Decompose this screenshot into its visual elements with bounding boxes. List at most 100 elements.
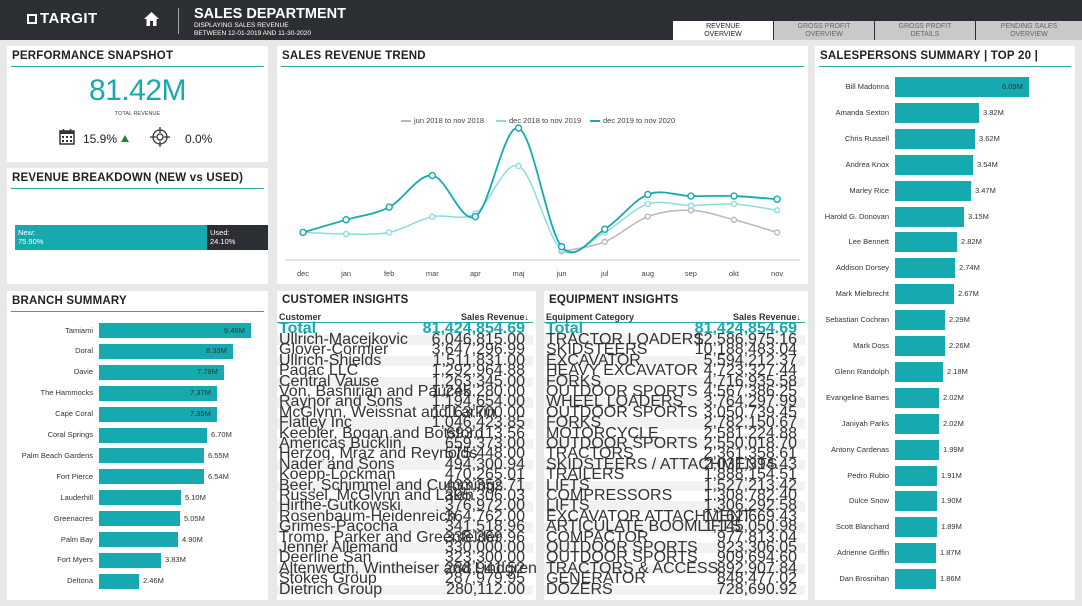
table-row[interactable]: Nader and Sons 494,300.94 — [277, 456, 533, 473]
brand-logo[interactable]: TARGIT — [27, 10, 98, 27]
table-row[interactable]: Raynor and Sons 1,194,654.00 — [277, 394, 533, 410]
table-row[interactable]: Keebler, Boqan and Botsford 693,113.56 — [277, 425, 533, 442]
branch-bar[interactable] — [99, 427, 207, 443]
table-row[interactable]: Beer, Schimmel and Cummings 433,352.71 — [277, 477, 533, 493]
salesperson-bar[interactable] — [895, 128, 975, 149]
table-row[interactable]: TRACTOR LOADERS 12,586,975.16 — [544, 331, 805, 348]
table-row[interactable]: Deerline San 323,300.00 — [277, 550, 533, 567]
series-line-0[interactable] — [561, 209, 778, 253]
branch-bar[interactable] — [99, 323, 251, 338]
tab-gross-profit-overview[interactable]: GROSS PROFIT OVERVIEW — [774, 21, 874, 40]
branch-bar[interactable] — [99, 448, 204, 464]
data-point[interactable] — [687, 202, 695, 209]
table-row[interactable]: Jenner Allemand 330,000.00 — [277, 539, 533, 556]
salesperson-bar[interactable] — [895, 465, 937, 486]
branch-bar[interactable] — [99, 406, 217, 422]
total-revenue-value[interactable]: 81.42M — [88, 74, 187, 107]
table-row[interactable]: MOTORCYCLE 2,581,224.88 — [544, 425, 805, 442]
salesperson-bar[interactable] — [895, 387, 939, 408]
table-row[interactable]: OUTDOOR SPORTS 909,694.60 — [544, 550, 805, 567]
table-row[interactable]: EXCAVATOR ATTACHMENT 1,162,669.43 — [544, 508, 805, 525]
table-row[interactable]: SKIDSTEERS 10,188,483.04 — [544, 342, 805, 359]
table-row[interactable]: Paqac LLC 1,292,964.88 — [277, 362, 533, 379]
table-row[interactable]: Dietrich Group 280,112.00 — [277, 581, 533, 597]
table-row[interactable]: TRAILERS 1,888,154.51 — [544, 466, 805, 483]
table-row[interactable]: TRACTORS & ACCESS. 892,907.84 — [544, 560, 805, 577]
table-row[interactable]: McGlynn, Weissnat and Larkin 1,163,700.00 — [277, 404, 533, 421]
data-point[interactable] — [644, 213, 651, 220]
table-row[interactable]: FORKS 4,716,935.58 — [544, 373, 805, 389]
table-row[interactable]: OUTDOOR SPORTS 2,550,018.70 — [544, 435, 805, 452]
table-row[interactable]: Glover-Cormier 3,647,296.99 — [277, 342, 533, 359]
table-row[interactable]: DOZERS 728,690.92 — [544, 581, 805, 597]
data-point[interactable] — [514, 124, 523, 132]
table-row[interactable]: Flatley Inc 1,046,423.85 — [277, 414, 533, 431]
table-row[interactable]: OUTDOOR SPORTS 3,050,739.45 — [544, 404, 805, 421]
data-point[interactable] — [428, 171, 437, 180]
data-point[interactable] — [385, 229, 393, 236]
salesperson-bar[interactable] — [895, 77, 1029, 97]
legend-item-2018[interactable]: jun 2018 to nov 2018 — [401, 116, 484, 125]
table-row[interactable]: SKIDSTEERS / ATTACHMENTS 2,031,394.43 — [544, 456, 805, 473]
table-row[interactable]: LIFTS 1,527,213.42 — [544, 477, 805, 493]
data-point[interactable] — [429, 213, 436, 220]
table-row[interactable]: GENERATOR 848,477.02 — [544, 570, 805, 587]
table-row[interactable]: Russel, McGlynn and Lakin 395,306.03 — [277, 487, 533, 504]
column-header[interactable]: Equipment Category — [546, 312, 635, 322]
table-row[interactable]: Americas Bucklin 659,373.00 — [277, 435, 533, 452]
table-row[interactable]: FORKS 2,782,150.67 — [544, 414, 805, 431]
salesperson-bar[interactable] — [895, 543, 936, 564]
salesperson-bar[interactable] — [895, 439, 939, 460]
salesperson-bar[interactable] — [895, 310, 945, 331]
legend-item-2019[interactable]: dec 2018 to nov 2019 — [496, 116, 581, 125]
data-point[interactable] — [644, 190, 652, 199]
table-row[interactable]: Stokes Group 287,979.95 — [277, 570, 533, 587]
tab-revenue-overview[interactable]: REVENUE OVERVIEW — [673, 21, 773, 40]
data-point[interactable] — [299, 228, 307, 237]
table-row[interactable]: COMPRESSORS 1,308,782.40 — [544, 487, 805, 504]
data-point[interactable] — [730, 200, 738, 208]
new-share-bar[interactable]: New: 75.90% — [15, 225, 207, 250]
column-header-sorted[interactable]: Sales Revenue↓ — [732, 312, 801, 322]
table-row[interactable]: Rosenbaum-Heidenreich 364,762.00 — [277, 508, 533, 525]
table-row[interactable]: Ullrich-Macejkovic 6,046,815.00 — [277, 331, 533, 348]
table-row[interactable]: WHEEL LOADERS 3,764,297.99 — [544, 394, 805, 410]
table-row[interactable]: Ullrich-Shields 1,511,831.00 — [277, 352, 533, 369]
table-row[interactable]: Herzog, Mraz and Reynolds 575,448.00 — [277, 446, 533, 463]
tab-gross-profit-details[interactable]: GROSS PROFIT DETAILS — [875, 21, 975, 40]
table-row[interactable]: Von, Bashirian and Paucek 1,245,280.00 — [277, 383, 533, 400]
series-line-1[interactable] — [302, 165, 778, 254]
salesperson-bar[interactable] — [895, 206, 964, 227]
tab-pending-sales-overview[interactable]: PENDING SALES OVERVIEW — [976, 21, 1082, 40]
salesperson-bar[interactable] — [895, 569, 936, 590]
table-row[interactable]: TRACTORS 2,361,358.61 — [544, 446, 805, 463]
data-point[interactable] — [601, 225, 609, 233]
data-point[interactable] — [557, 242, 566, 251]
table-row[interactable]: Hirthe-Gutkowski 376,972.00 — [277, 498, 533, 514]
branch-bar[interactable] — [99, 364, 224, 380]
data-point[interactable] — [601, 238, 608, 246]
data-point[interactable] — [773, 195, 781, 203]
table-row[interactable]: LIFTS 1,306,292.58 — [544, 498, 805, 514]
salesperson-bar[interactable] — [895, 180, 971, 201]
branch-bar[interactable] — [99, 573, 139, 589]
salesperson-bar[interactable] — [895, 361, 943, 382]
home-icon[interactable] — [143, 11, 160, 27]
salesperson-bar[interactable] — [895, 258, 955, 279]
salesperson-bar[interactable] — [895, 517, 937, 538]
data-point[interactable] — [515, 162, 522, 170]
legend-item-2020[interactable]: dec 2019 to nov 2020 — [590, 116, 675, 125]
table-row[interactable]: Central Vause 1,263,345.00 — [277, 373, 533, 389]
data-point[interactable] — [342, 216, 350, 224]
table-row[interactable]: Grimes-Pacocha 341,518.96 — [277, 518, 533, 535]
table-row[interactable]: EXCAVATOR 5,594,212.37 — [544, 352, 805, 369]
table-row[interactable]: HEAVY EXCAVATOR 4,723,327.44 — [544, 362, 805, 379]
data-point[interactable] — [471, 212, 480, 221]
salesperson-bar[interactable] — [895, 491, 937, 512]
column-header[interactable]: Customer — [279, 312, 322, 322]
salesperson-bar[interactable] — [895, 413, 939, 434]
data-point[interactable] — [644, 200, 651, 208]
data-point[interactable] — [773, 207, 781, 214]
table-row[interactable]: Koepp-Lockman 470,265.01 — [277, 466, 533, 483]
branch-bar[interactable] — [99, 552, 161, 568]
